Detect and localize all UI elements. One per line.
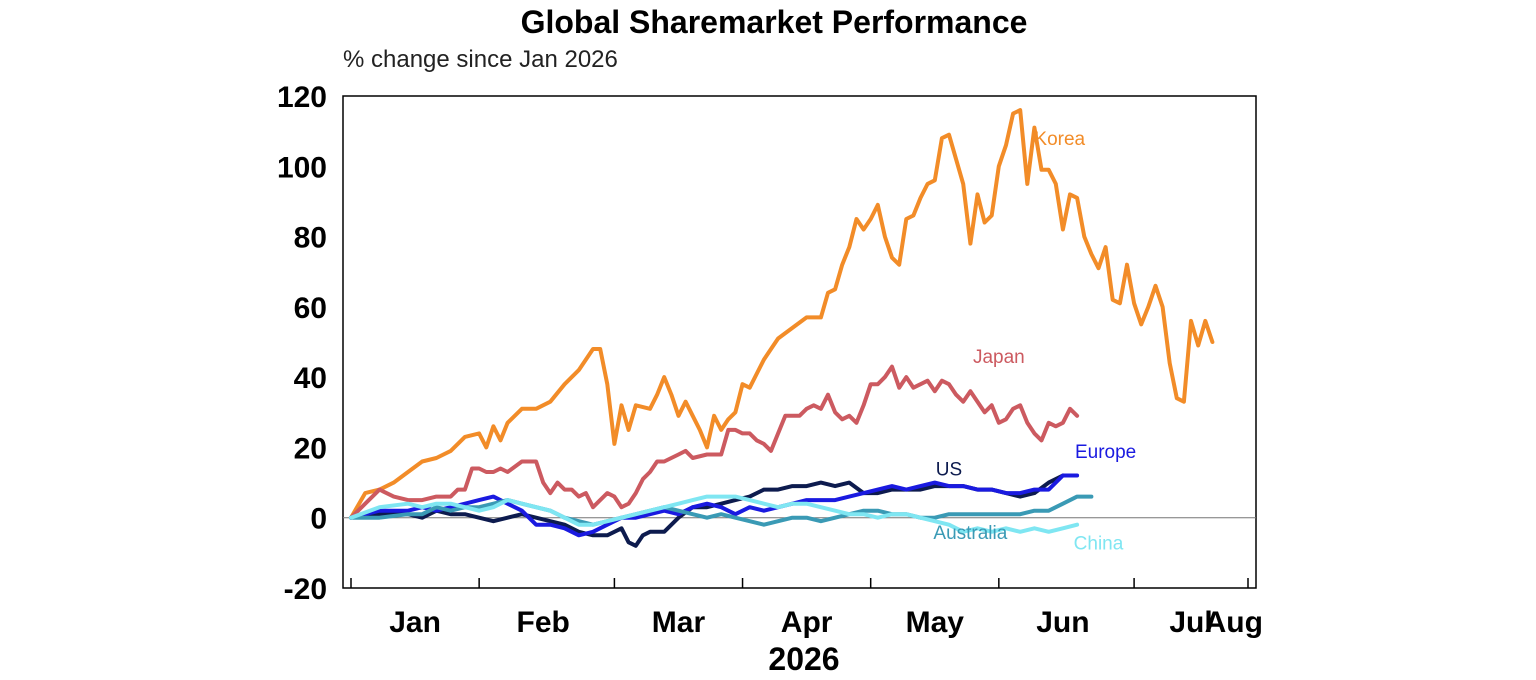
x-tick-label: Jan	[389, 606, 441, 639]
y-tick-label: 0	[310, 503, 327, 536]
series-line-europe	[349, 473, 1080, 538]
x-axis-label: 2026	[768, 641, 839, 677]
y-tick-label: 20	[294, 432, 327, 465]
y-tick-label: -20	[284, 573, 327, 606]
x-tick-label: Jul	[1169, 606, 1212, 639]
series-label-china: China	[1074, 533, 1124, 554]
series-line-korea	[349, 108, 1215, 520]
x-tick-label: Jun	[1036, 606, 1089, 639]
series-label-us: US	[936, 460, 962, 481]
y-tick-label: 120	[277, 81, 327, 114]
y-tick-label: 60	[294, 292, 327, 325]
series-labels: Korea Japan US Europe Australia China	[933, 129, 1136, 554]
series-label-europe: Europe	[1075, 442, 1136, 463]
series-label-australia: Australia	[933, 523, 1007, 544]
series-line-australia	[349, 494, 1094, 527]
x-tick-label: Aug	[1205, 606, 1263, 639]
y-tick-label: 80	[294, 222, 327, 255]
series-label-japan: Japan	[973, 347, 1025, 368]
series-label-korea: Korea	[1034, 129, 1085, 150]
y-tick-label: 100	[277, 151, 327, 184]
x-tick-label: Mar	[652, 606, 706, 639]
y-axis-tick-labels: -20 0 20 40 60 80 100 120	[277, 81, 327, 606]
x-tick-label: Feb	[517, 606, 570, 639]
series-line-japan	[349, 364, 1080, 520]
y-tick-label: 40	[294, 362, 327, 395]
x-tick-label: May	[906, 606, 965, 639]
x-tick-label: Apr	[781, 606, 833, 639]
plot-area-frame	[342, 95, 1257, 589]
chart-subtitle: % change since Jan 2026	[343, 46, 618, 73]
x-axis-tick-marks	[350, 578, 1249, 588]
chart-title: Global Sharemarket Performance	[521, 4, 1028, 40]
series-line-china	[349, 494, 1080, 534]
series-lines	[349, 108, 1215, 548]
